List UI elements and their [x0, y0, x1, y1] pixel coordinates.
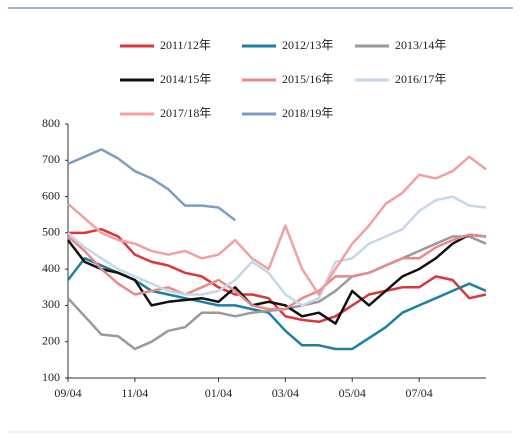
x-tick-label: 05/04	[339, 386, 366, 400]
x-tick-label: 01/04	[205, 386, 232, 400]
x-tick-label: 07/04	[405, 386, 432, 400]
legend-label: 2014/15年	[160, 72, 211, 86]
series-line	[67, 155, 487, 296]
y-tick-label: 200	[42, 333, 60, 347]
legend-label: 2011/12年	[160, 38, 211, 52]
x-tick-label: 03/04	[272, 386, 299, 400]
legend-label: 2018/19年	[282, 106, 333, 120]
y-tick-label: 600	[42, 188, 60, 202]
legend-label: 2016/17年	[395, 72, 446, 86]
legend-label: 2015/16年	[282, 72, 333, 86]
y-tick-label: 500	[42, 225, 60, 239]
series-line	[67, 257, 487, 351]
y-tick-label: 800	[42, 116, 60, 130]
y-tick-label: 100	[42, 370, 60, 384]
legend-label: 2012/13年	[282, 38, 333, 52]
legend-label: 2017/18年	[160, 106, 211, 120]
y-tick-label: 300	[42, 297, 60, 311]
legend-label: 2013/14年	[395, 38, 446, 52]
x-tick-label: 09/04	[54, 386, 81, 400]
series-line	[68, 227, 487, 324]
series-line	[67, 195, 487, 307]
series-line	[67, 148, 236, 222]
series-line	[67, 233, 487, 325]
y-tick-label: 400	[42, 261, 60, 275]
x-tick-label: 11/04	[121, 386, 148, 400]
series-line	[67, 233, 487, 311]
y-tick-label: 700	[42, 152, 60, 166]
